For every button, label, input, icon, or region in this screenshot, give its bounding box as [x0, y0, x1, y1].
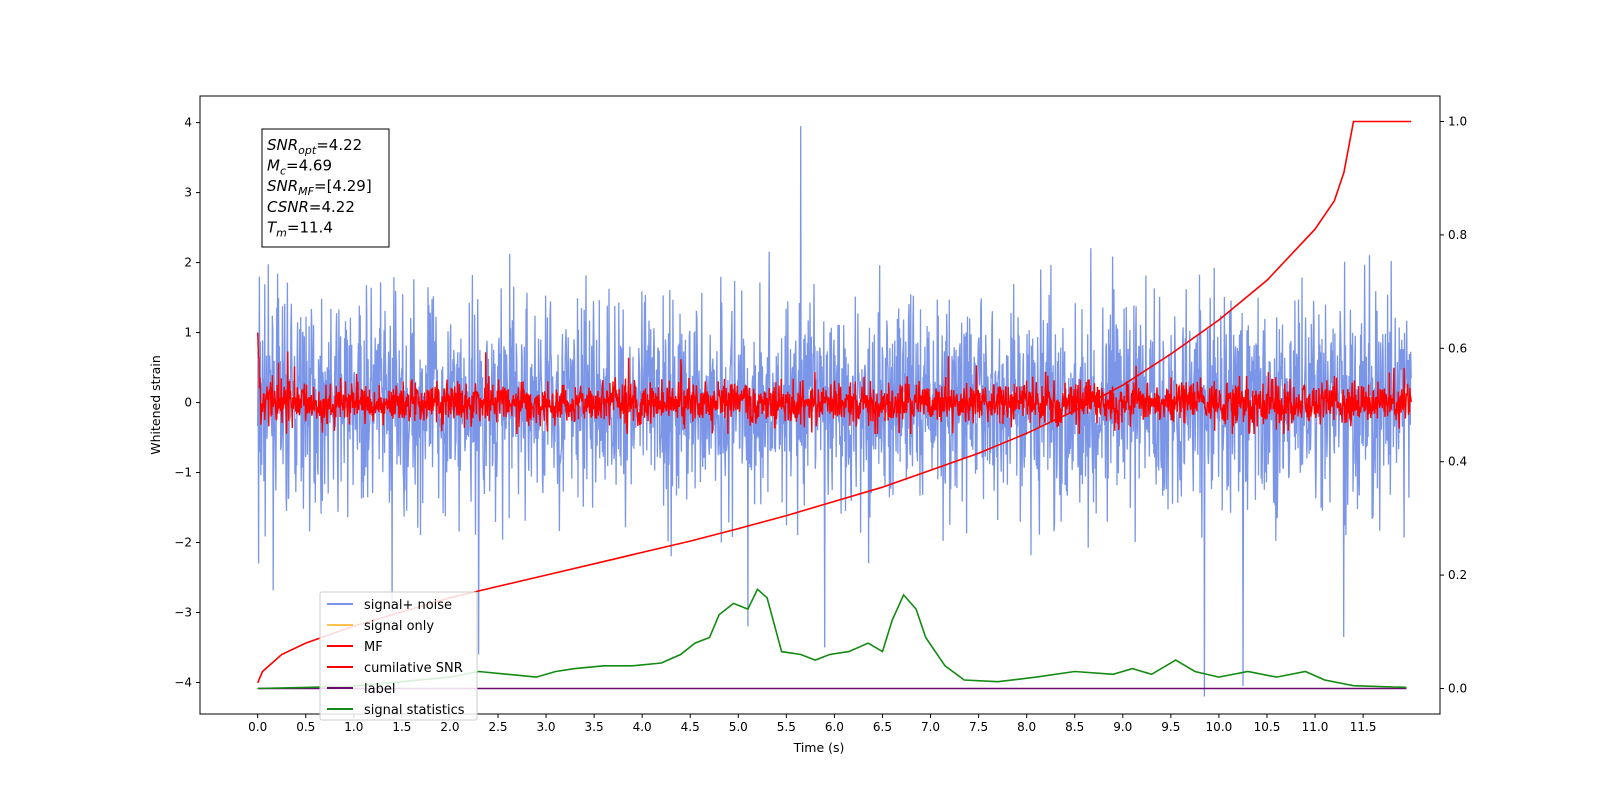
x-tick-label: 5.0 [729, 720, 748, 734]
legend-entry-label: label [364, 682, 395, 697]
x-tick-label: 10.5 [1254, 720, 1281, 734]
y-tick-label: −4 [174, 676, 192, 690]
y-tick-label: 2 [184, 256, 192, 270]
x-tick-label: 6.0 [825, 720, 844, 734]
y-tick-label: 1 [184, 326, 192, 340]
legend-entry-label: signal+ noise [364, 598, 452, 613]
stat-value: =4.22 [309, 198, 355, 216]
y2-tick-label: 0.0 [1448, 681, 1467, 695]
y-tick-label: 4 [184, 116, 192, 130]
stat-subscript: m [276, 226, 287, 239]
legend-entry-label: cumilative SNR [364, 661, 463, 676]
plot-frame [199, 95, 1441, 715]
x-tick-label: 7.5 [969, 720, 988, 734]
axes: 0.0 0.5 1.0 1.5 2.0 2.5 3.0 3.5 4.0 4.5 5.0 5.5 6.0 6… [174, 115, 1467, 734]
y-tick-label: −1 [174, 466, 192, 480]
stat-line: SNRopt=4.22 [267, 136, 362, 157]
y-tick-label: −3 [174, 606, 192, 620]
legend-entry-label: signal statistics [364, 703, 465, 718]
x-tick-label: 9.0 [1113, 720, 1132, 734]
stat-line: Tm=11.4 [267, 218, 333, 239]
legend-frame [319, 591, 478, 721]
y2-tick-label: 0.2 [1448, 568, 1467, 582]
x-tick-label: 1.5 [392, 720, 411, 734]
x-tick-label: 6.5 [873, 720, 892, 734]
x-tick-label: 3.5 [585, 720, 604, 734]
x-tick-label: 1.0 [344, 720, 363, 734]
stat-subscript: opt [298, 144, 317, 157]
x-tick-label: 2.5 [488, 720, 507, 734]
stat-line: SNRMF=[4.29] [267, 177, 372, 198]
x-tick-label: 2.0 [440, 720, 459, 734]
x-tick-label: 0.5 [296, 720, 315, 734]
y2-tick-label: 0.6 [1448, 341, 1467, 355]
stat-line: Mc=4.69 [267, 157, 332, 178]
y2-tick-label: 0.4 [1448, 455, 1467, 469]
y2-tick-label: 0.8 [1448, 228, 1467, 242]
y-tick-label: −2 [174, 536, 192, 550]
stat-value: =[4.29] [314, 177, 372, 195]
x-tick-label: 4.5 [681, 720, 700, 734]
stat-symbol: CSNR [267, 198, 309, 216]
stat-value: =11.4 [287, 218, 333, 236]
legend-entry-label: MF [364, 640, 383, 655]
y-tick-label: 3 [184, 186, 192, 200]
x-tick-label: 4.0 [633, 720, 652, 734]
stat-subscript: MF [298, 185, 314, 198]
x-tick-label: 11.5 [1350, 720, 1377, 734]
x-tick-label: 5.5 [777, 720, 796, 734]
stat-line: CSNR=4.22 [267, 198, 355, 216]
y-axis-title: Whitened strain [148, 355, 163, 454]
stats-box-frame [261, 128, 390, 248]
legend: signal+ noise signal only MF cumilative SNR… [319, 591, 478, 721]
x-tick-label: 11.0 [1302, 720, 1329, 734]
stat-symbol: T [267, 218, 278, 236]
stat-symbol: SNR [267, 177, 298, 195]
y2-tick-label: 1.0 [1448, 115, 1467, 129]
x-tick-label: 8.0 [1017, 720, 1036, 734]
y-tick-label: 0 [184, 396, 192, 410]
stat-value: =4.69 [286, 157, 332, 175]
x-tick-label: 8.5 [1065, 720, 1084, 734]
x-axis-title: Time (s) [793, 740, 845, 755]
stat-symbol: M [267, 157, 280, 175]
series-signal-statistics [257, 588, 1407, 690]
x-tick-label: 0.0 [248, 720, 267, 734]
stat-subscript: c [280, 165, 286, 178]
stat-symbol: SNR [267, 136, 298, 154]
x-tick-label: 10.0 [1206, 720, 1233, 734]
stat-value: =4.22 [316, 136, 362, 154]
stats-annotation-box: SNRopt=4.22Mc=4.69SNRMF=[4.29]CSNR=4.22T… [261, 128, 390, 248]
series-mf [257, 332, 1412, 435]
x-tick-label: 7.0 [921, 720, 940, 734]
x-tick-label: 3.0 [536, 720, 555, 734]
x-tick-label: 9.5 [1161, 720, 1180, 734]
legend-entry-label: signal only [364, 619, 434, 634]
